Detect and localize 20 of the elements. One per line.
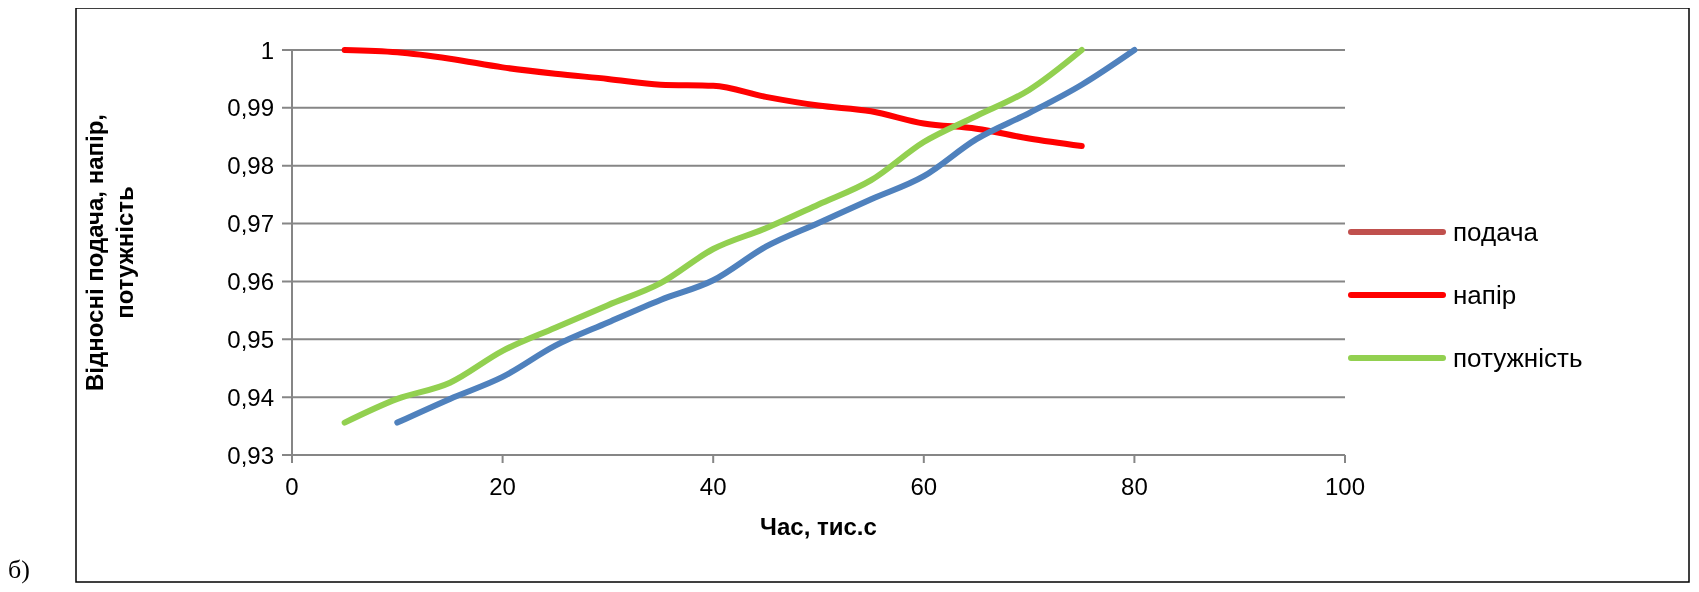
y-tick-label: 0,99	[227, 94, 274, 122]
y-tick-label: 0,96	[227, 267, 274, 295]
legend-label: напір	[1453, 280, 1517, 310]
legend-label: потужність	[1453, 343, 1583, 373]
x-tick-label: 60	[910, 473, 938, 500]
x-tick-label: 20	[489, 473, 516, 500]
x-tick-label: 40	[699, 473, 727, 500]
x-tick-label: 0	[285, 473, 299, 500]
x-axis-title: Час, тис.с	[760, 513, 877, 540]
y-tick-label: 0,97	[227, 210, 274, 238]
x-tick-label: 80	[1121, 473, 1148, 500]
x-tick-label: 100	[1324, 473, 1366, 500]
text: б)	[8, 555, 30, 584]
legend-label: подача	[1453, 217, 1539, 247]
y-tick-label: 0,93	[227, 441, 274, 469]
y-tick-label: 1	[260, 36, 274, 64]
y-tick-label: 0,95	[227, 325, 274, 353]
y-tick-label: 0,94	[227, 383, 274, 411]
y-axis-title: Відносні подача, напір, потужність	[81, 113, 138, 392]
y-tick-label: 0,98	[227, 152, 274, 180]
